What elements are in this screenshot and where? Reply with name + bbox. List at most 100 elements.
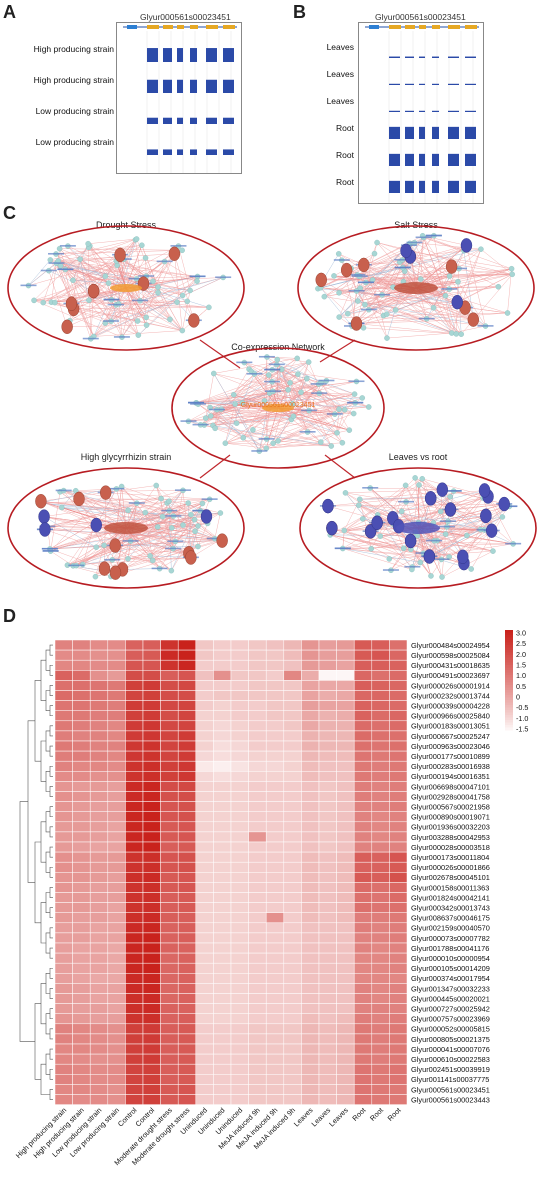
heatmap-cell: [142, 831, 161, 843]
heatmap-cell: [336, 993, 355, 1004]
heatmap-cell: [142, 710, 161, 722]
heatmap-row-label: Glyur000026s00001866: [411, 863, 490, 872]
network-title-drought: Drought Stress: [96, 220, 157, 230]
heatmap-cell: [195, 750, 214, 762]
heatmap-cell: [125, 730, 144, 742]
heatmap-column-label: Leaves: [327, 1105, 350, 1128]
heatmap-cell: [353, 750, 373, 762]
heatmap-cell: [301, 861, 320, 873]
heatmap-cell: [54, 639, 73, 651]
coverage-bar: [419, 126, 425, 139]
heatmap-cell: [265, 801, 285, 812]
heatmap-row-label: Glyur000757s00023969: [411, 1015, 490, 1024]
heatmap-row-label: Glyur000374s00017954: [411, 974, 490, 983]
heatmap-cell: [89, 932, 109, 944]
heatmap-cell: [283, 993, 302, 1004]
heatmap-cell: [142, 942, 161, 954]
network-1: [297, 225, 535, 351]
heatmap-cell: [301, 649, 320, 661]
heatmap-cell: [89, 861, 109, 873]
heatmap-cell: [54, 791, 73, 802]
heatmap-cell: [107, 942, 126, 954]
heatmap-cell: [107, 680, 126, 691]
heatmap-cell: [371, 791, 390, 802]
heatmap-cell: [54, 760, 73, 772]
heatmap-cell: [389, 1094, 408, 1105]
heatmap-cell: [283, 932, 302, 944]
heatmap-cell: [318, 993, 337, 1004]
heatmap-cell: [125, 791, 144, 802]
heatmap-cell: [107, 831, 126, 843]
heatmap-cell: [125, 720, 144, 732]
network-connector: [319, 339, 356, 363]
track-label: High producing strain: [33, 44, 114, 55]
heatmap-cell: [177, 983, 197, 994]
heatmap-cell: [142, 1053, 161, 1065]
heatmap-cell: [89, 892, 109, 903]
heatmap-row-label: Glyur000727s00025942: [411, 1004, 490, 1013]
coverage-bar: [465, 56, 476, 58]
heatmap-row-label: Glyur000039s00004228: [411, 701, 490, 710]
heatmap-cell: [177, 932, 197, 944]
heatmap-cell: [230, 821, 249, 833]
coverage-bar: [419, 180, 425, 193]
heatmap-cell: [142, 720, 161, 732]
heatmap-cell: [336, 851, 355, 863]
heatmap-cell: [353, 720, 373, 732]
heatmap-cell: [142, 1003, 161, 1014]
heatmap-cell: [89, 740, 109, 752]
heatmap-cell: [72, 882, 91, 893]
heatmap-cell: [213, 922, 232, 934]
heatmap-cell: [389, 912, 408, 924]
heatmap-cell: [283, 942, 302, 954]
heatmap-cell: [248, 720, 267, 732]
heatmap-cell: [107, 781, 126, 792]
heatmap-cell: [336, 942, 355, 954]
heatmap-cell: [283, 639, 302, 651]
coverage-bar: [206, 79, 217, 93]
heatmap-row-label: Glyur000342s00013743: [411, 903, 490, 912]
heatmap-cell: [265, 1074, 285, 1085]
network-hub-node: [394, 282, 438, 294]
heatmap-cell: [160, 700, 179, 711]
heatmap-cell: [230, 670, 249, 681]
heatmap-cell: [353, 1003, 373, 1014]
heatmap-cell: [125, 912, 144, 924]
heatmap-cell: [336, 811, 355, 823]
heatmap-cell: [142, 781, 161, 792]
heatmap-cell: [125, 811, 144, 823]
heatmap-cell: [353, 791, 373, 802]
heatmap-cell: [265, 750, 285, 762]
heatmap-cell: [301, 700, 320, 711]
heatmap-cell: [54, 720, 73, 732]
heatmap-cell: [301, 912, 320, 924]
heatmap-cell: [248, 1053, 267, 1065]
gene-model-exon: [465, 25, 477, 29]
heatmap-row-label: Glyur000610s00022583: [411, 1055, 490, 1064]
heatmap-cell: [318, 882, 337, 893]
heatmap-cell: [371, 740, 390, 752]
heatmap-cell: [125, 932, 144, 944]
heatmap-cell: [54, 942, 73, 954]
heatmap-cell: [389, 1003, 408, 1014]
coverage-bar: [419, 110, 425, 112]
heatmap-cell: [72, 973, 91, 984]
heatmap-cell: [248, 1013, 267, 1025]
heatmap-cell: [195, 680, 214, 691]
heatmap-cell: [195, 1063, 214, 1075]
heatmap-cell: [125, 1023, 144, 1035]
heatmap-cell: [301, 1053, 320, 1065]
heatmap-cell: [107, 912, 126, 924]
heatmap-cell: [160, 760, 179, 772]
heatmap-row-label: Glyur000232s00013744: [411, 691, 490, 700]
heatmap-cell: [195, 639, 214, 651]
heatmap-cell: [283, 841, 302, 853]
heatmap-cell: [195, 1023, 214, 1035]
heatmap-cell: [89, 912, 109, 924]
heatmap-cell: [72, 902, 91, 913]
heatmap-cell: [54, 659, 73, 671]
heatmap-cell: [301, 791, 320, 802]
heatmap-cell: [72, 1003, 91, 1014]
heatmap-cell: [213, 670, 232, 681]
heatmap-cell: [107, 1003, 126, 1014]
